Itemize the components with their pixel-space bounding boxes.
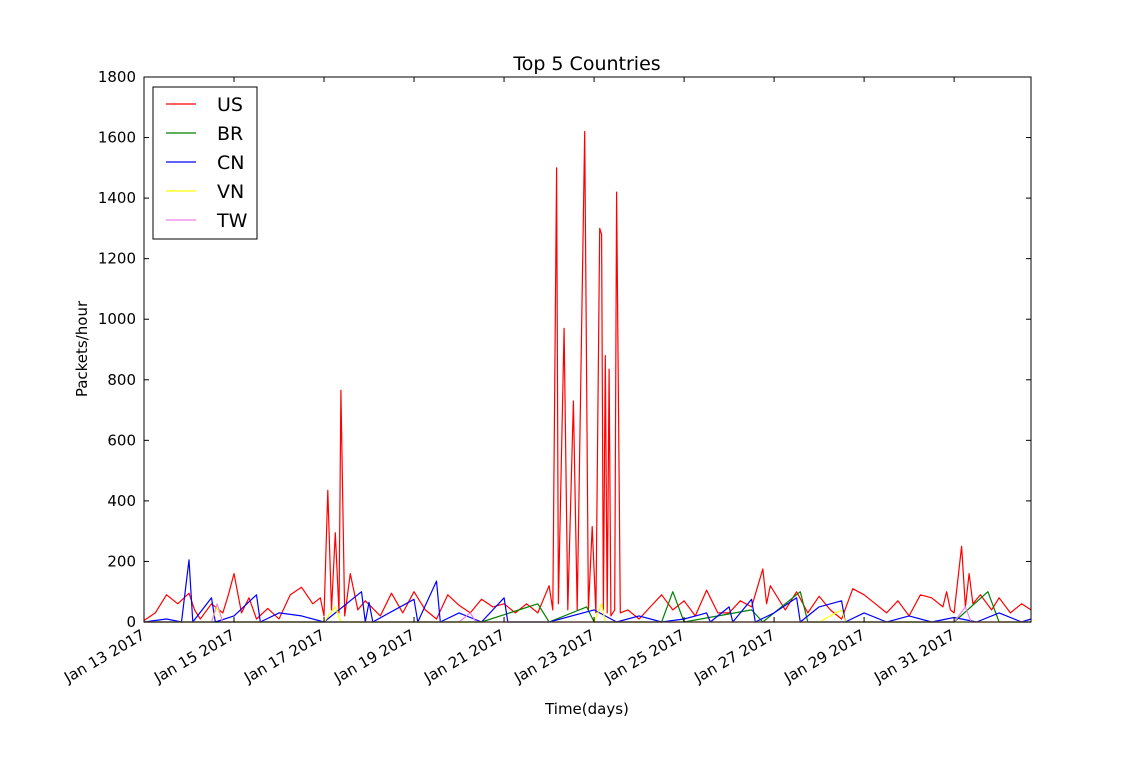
y-tick-label: 1200	[98, 250, 136, 268]
x-tick-label: Jan 23 2017	[510, 626, 598, 687]
series-line-tw	[144, 603, 1031, 623]
y-tick-label: 1000	[98, 310, 136, 328]
x-tick-label: Jan 25 2017	[600, 626, 688, 687]
y-tick-label: 0	[126, 613, 136, 631]
series-line-cn	[143, 559, 1032, 623]
x-tick-label: Jan 21 2017	[420, 626, 508, 687]
y-axis-label: Packets/hour	[73, 300, 91, 397]
x-tick-label: Jan 15 2017	[150, 626, 238, 687]
y-tick-label: 200	[107, 552, 136, 570]
legend-label-vn: VN	[217, 181, 244, 203]
x-tick-label: Jan 19 2017	[330, 626, 418, 687]
y-tick-label: 1800	[98, 68, 136, 86]
y-tick-label: 400	[107, 492, 136, 510]
x-tick-label: Jan 27 2017	[690, 626, 778, 687]
series-line-us	[143, 130, 1032, 621]
x-tick-label: Jan 17 2017	[240, 626, 328, 687]
y-tick-label: 1600	[98, 129, 136, 147]
y-tick-label: 800	[107, 371, 136, 389]
y-tick-label: 600	[107, 431, 136, 449]
x-tick-label: Jan 29 2017	[780, 626, 868, 687]
x-axis-label: Time(days)	[544, 700, 629, 718]
x-tick-label: Jan 31 2017	[870, 626, 958, 687]
legend-label-cn: CN	[217, 152, 244, 174]
legend: US BR CN VN TW	[152, 86, 258, 240]
plot-area	[143, 130, 1032, 623]
chart-title: Top 5 Countries	[512, 53, 660, 75]
plot-frame	[143, 76, 1032, 623]
y-tick-label: 1400	[98, 189, 136, 207]
legend-label-us: US	[217, 94, 243, 116]
legend-label-br: BR	[217, 123, 243, 145]
legend-label-tw: TW	[216, 210, 248, 232]
y-axis: 0 200 400 600 800 1000 1200 1400 1600 1800	[98, 68, 1031, 631]
x-tick-label: Jan 13 2017	[60, 626, 148, 687]
legend-box	[152, 86, 258, 240]
